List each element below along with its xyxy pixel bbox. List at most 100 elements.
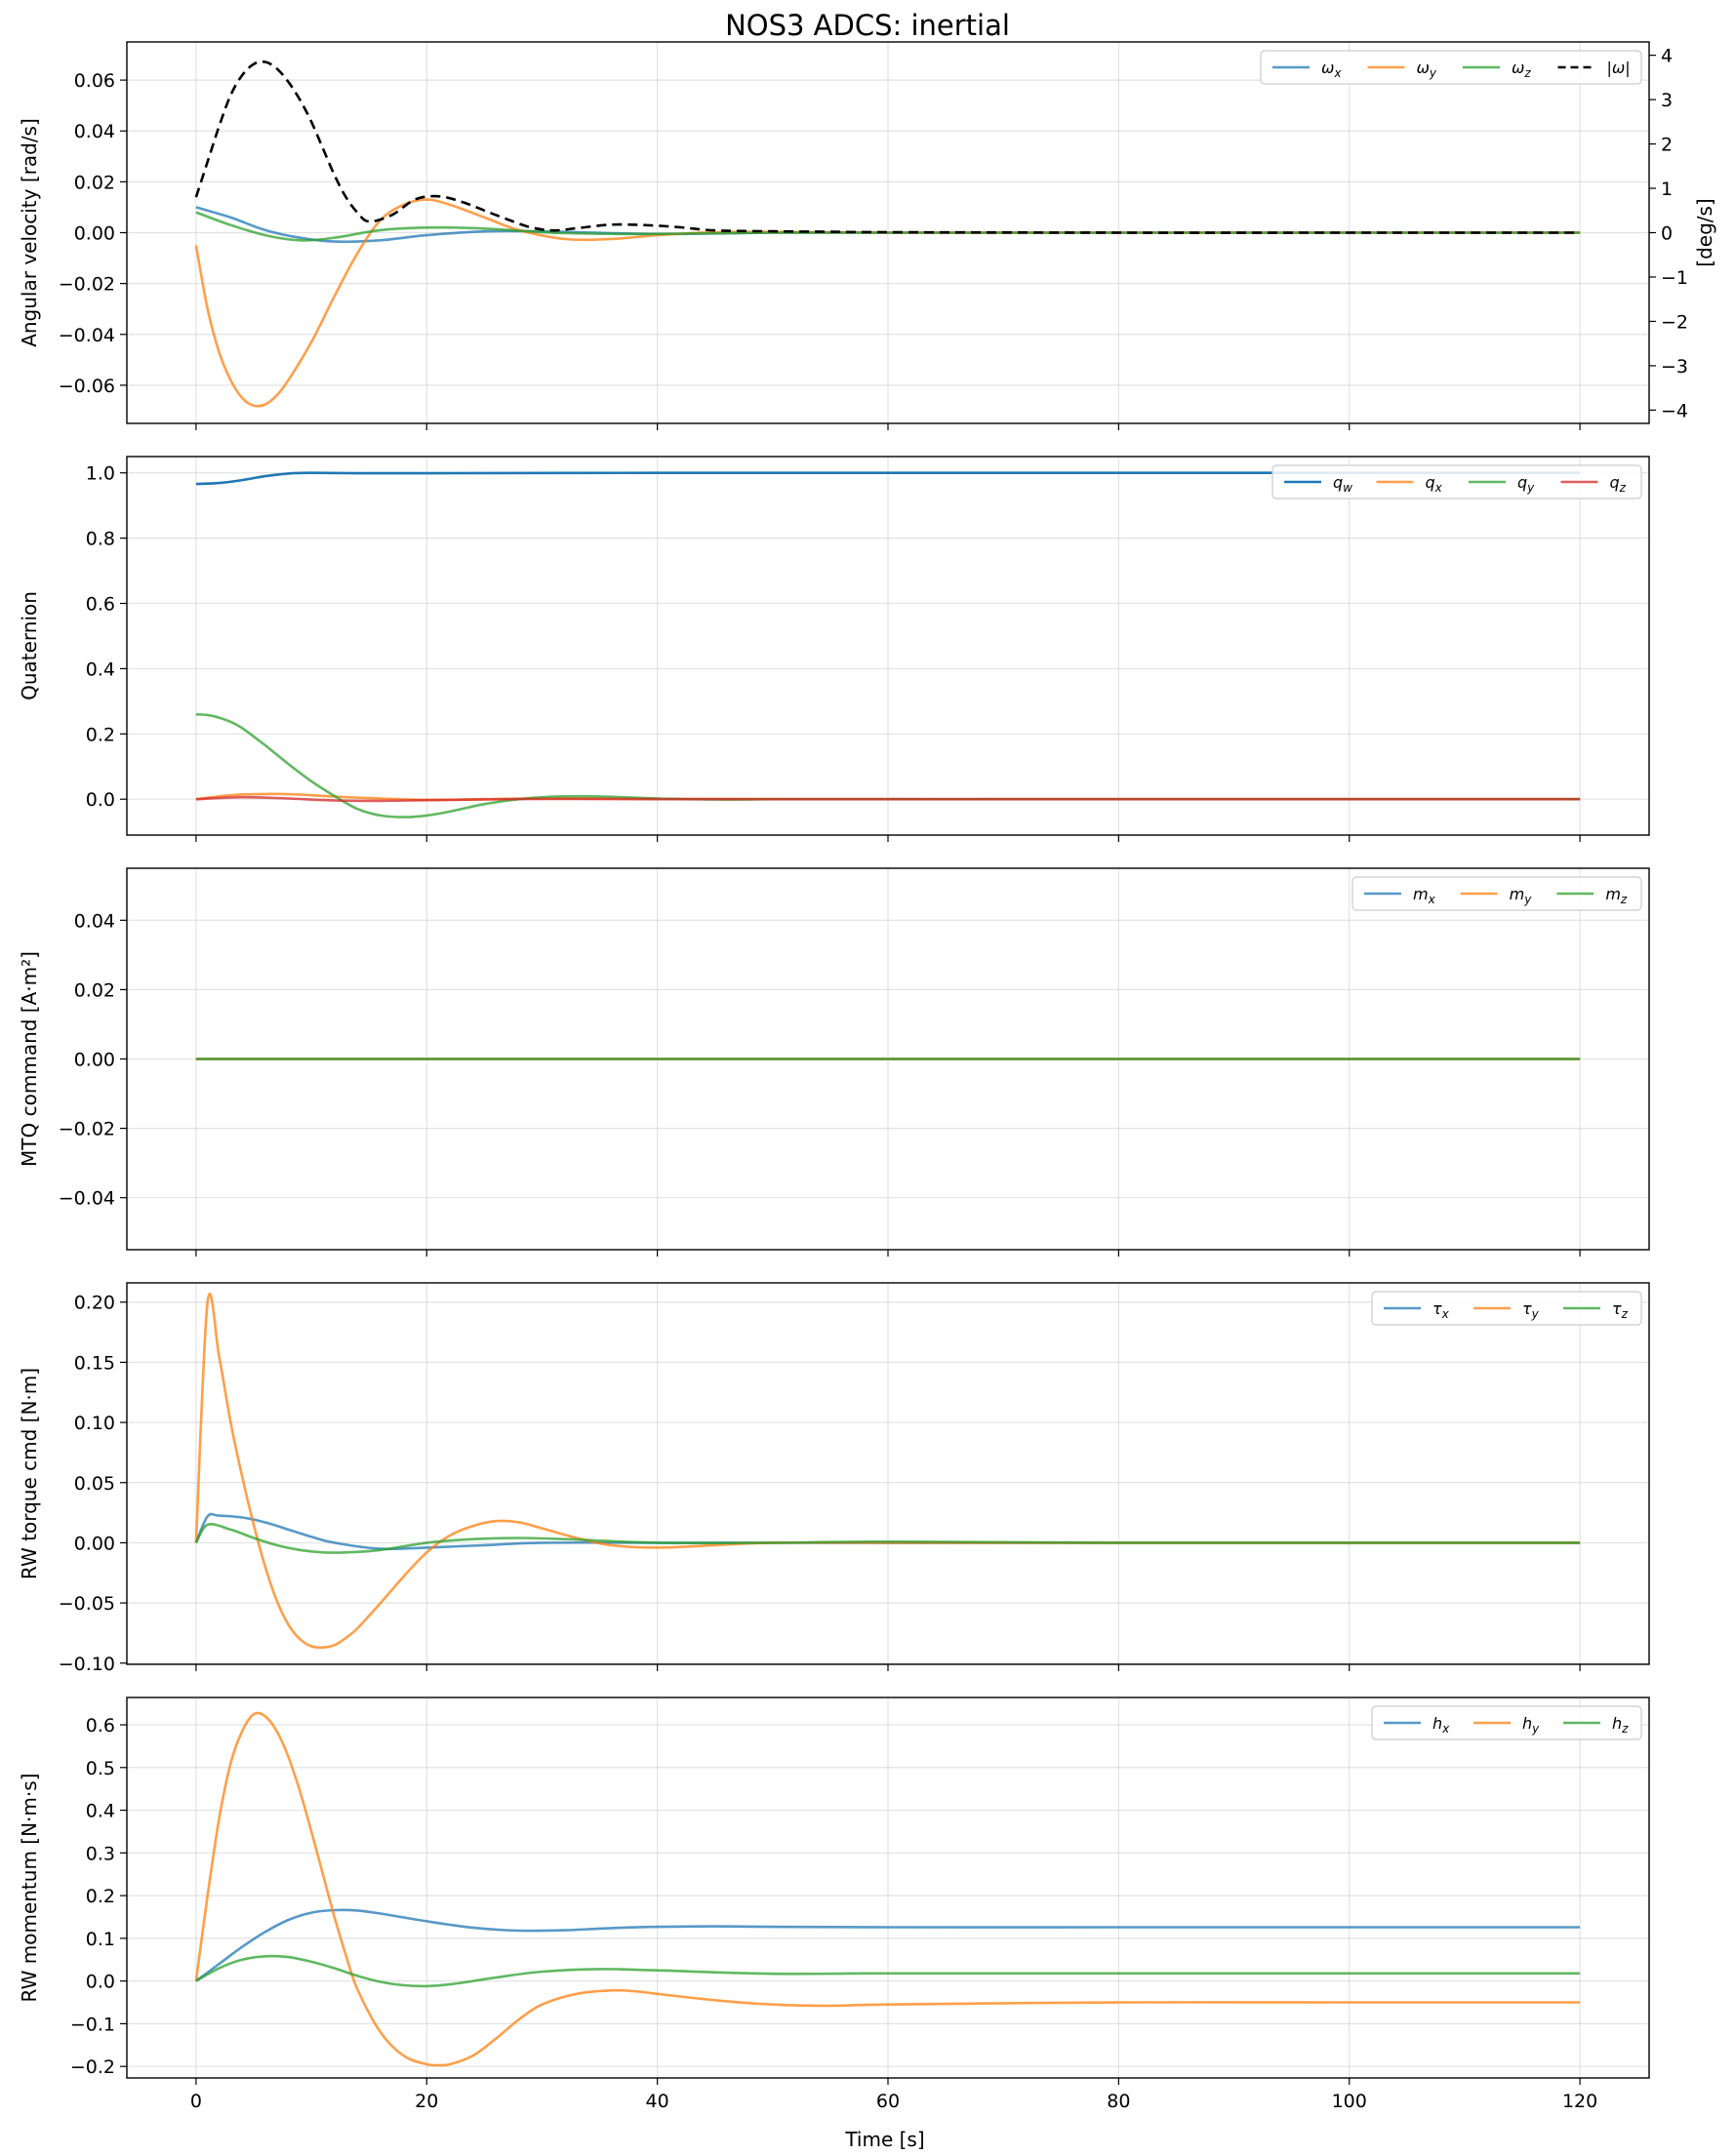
y-axis-label: RW torque cmd [N·m] (18, 1368, 41, 1579)
panel-3: −0.04 −0.02 0.00 0.02 0.04 MTQ command [A·m²]… (18, 867, 1650, 1257)
y-tick-label: −0.04 (59, 325, 115, 346)
y-tick-label: −0.2 (70, 2056, 115, 2078)
y-axis-label: Angular velocity [rad/s] (18, 118, 41, 347)
y-tick-label: 0.04 (74, 121, 115, 142)
legend-label: qw (1333, 473, 1352, 495)
y2-tick-label: −1 (1661, 267, 1688, 289)
legend: ωx ωy ωz |ω| (1260, 50, 1642, 85)
y-tick-label: −0.05 (59, 1593, 115, 1615)
panel-2: 0.0 0.2 0.4 0.6 0.8 1.0 Quaternion qw qx qy qz (18, 456, 1650, 842)
y2-tick-label: 2 (1661, 135, 1673, 156)
legend-label: mx (1413, 885, 1436, 906)
legend-label: qz (1610, 473, 1627, 495)
y-tick-label: 0.10 (74, 1413, 115, 1434)
series-group (194, 1711, 1581, 2067)
legend-box (1260, 50, 1642, 85)
x-tick-label: 40 (646, 2091, 669, 2112)
y-tick-label: 0.06 (74, 70, 115, 92)
y-tick-label: −0.02 (59, 274, 115, 296)
legend-label: ωz (1512, 59, 1531, 80)
legend: τx τy τz (1371, 1291, 1642, 1326)
x-tick-label: 0 (190, 2091, 202, 2112)
y-tick-label: 1.0 (86, 463, 115, 485)
legend: mx my mz (1352, 876, 1642, 911)
y-tick-label: 0.2 (86, 724, 115, 745)
y-tick-label: 0.4 (86, 1801, 115, 1822)
x-tick-label: 20 (415, 2091, 438, 2112)
series-line-z (194, 1523, 1581, 1554)
y-tick-label: 0.02 (74, 172, 115, 193)
legend-label: hz (1612, 1714, 1629, 1736)
y2-tick-label: 3 (1661, 90, 1673, 111)
x-tick-label: 80 (1107, 2091, 1130, 2112)
legend-label: hx (1432, 1714, 1450, 1736)
y-tick-label: 0.3 (86, 1843, 115, 1864)
series-line-w (195, 471, 1581, 486)
x-tick-label: 120 (1562, 2091, 1597, 2112)
panel-1: −0.06 −0.04 −0.02 0.00 0.02 0.04 0.06 −4 −3 −2 −1 0… (18, 41, 1716, 430)
legend: hx hy hz (1371, 1705, 1642, 1740)
y2-tick-label: 4 (1661, 46, 1673, 67)
series-group (195, 471, 1581, 818)
y-tick-label: 0.6 (86, 1715, 115, 1737)
axes-frame (126, 456, 1650, 836)
y-tick-label: 0.1 (86, 1929, 115, 1950)
y-tick-label: −0.02 (59, 1119, 115, 1140)
legend-label: |ω| (1607, 59, 1631, 77)
legend-box (1271, 464, 1642, 499)
y-tick-label: 0.15 (74, 1352, 115, 1374)
y-tick-label: 0.00 (74, 1050, 115, 1071)
y-axis-label: RW momentum [N·m·s] (18, 1774, 41, 2003)
y2-tick-label: −2 (1661, 311, 1688, 333)
x-tick-label: 60 (876, 2091, 900, 2112)
panels: −0.06−0.04−0.020.000.020.040.06−4−3−2−10… (18, 41, 1716, 2112)
series-group (194, 1292, 1581, 1650)
y-tick-label: 0.05 (74, 1473, 115, 1495)
y-tick-label: −0.06 (59, 376, 115, 397)
x-tick-label: 100 (1332, 2091, 1367, 2112)
legend-label: qx (1426, 473, 1443, 495)
legend-label: hy (1522, 1714, 1540, 1736)
x-axis-label: Time [s] (844, 2128, 924, 2151)
y2-tick-label: 0 (1661, 223, 1673, 245)
series-line-z (195, 795, 1581, 803)
panel-4: −0.10 −0.05 0.00 0.05 0.10 0.15 0.20 RW torque … (18, 1282, 1650, 1675)
axes-frame (126, 41, 1650, 424)
y-tick-label: −0.1 (70, 2014, 115, 2035)
axes-frame (126, 1697, 1650, 2079)
y2-tick-label: 1 (1661, 179, 1673, 200)
series-line-z (195, 211, 1581, 242)
legend-label: τz (1612, 1299, 1629, 1321)
y-tick-label: 0.0 (86, 789, 115, 811)
y-tick-label: 0.00 (74, 1533, 115, 1554)
series-line-y (194, 1711, 1581, 2067)
y-tick-label: 0.04 (74, 910, 115, 932)
y-tick-label: 0.8 (86, 529, 115, 550)
figure-title: NOS3 ADCS: inertial (725, 9, 1010, 42)
y-tick-label: 0.0 (86, 1972, 115, 1993)
y-tick-label: 0.00 (74, 223, 115, 245)
legend-label: mz (1605, 885, 1628, 906)
legend: qw qx qy qz (1271, 464, 1642, 499)
y-tick-label: −0.04 (59, 1188, 115, 1210)
legend-label: τx (1432, 1299, 1450, 1321)
y-tick-label: 0.2 (86, 1886, 115, 1907)
legend-label: ωy (1417, 59, 1437, 80)
series-line-mag (194, 60, 1581, 234)
y-tick-label: 0.20 (74, 1293, 115, 1314)
y-tick-label: 0.02 (74, 979, 115, 1001)
y-axis-label: MTQ command [A·m²] (18, 951, 41, 1167)
legend-label: qy (1517, 473, 1535, 495)
y2-tick-label: −4 (1661, 400, 1688, 421)
y2-axis-label: [deg/s] (1693, 198, 1716, 266)
legend-label: τy (1522, 1299, 1540, 1321)
axes-frame (126, 1282, 1650, 1665)
series-group (194, 60, 1581, 408)
legend-label: my (1510, 885, 1533, 906)
y-tick-label: −0.10 (59, 1654, 115, 1675)
y-axis-label: Quaternion (18, 591, 41, 700)
y-tick-label: 0.5 (86, 1758, 115, 1779)
y-tick-label: 0.4 (86, 659, 115, 680)
legend-label: ωx (1321, 59, 1342, 80)
